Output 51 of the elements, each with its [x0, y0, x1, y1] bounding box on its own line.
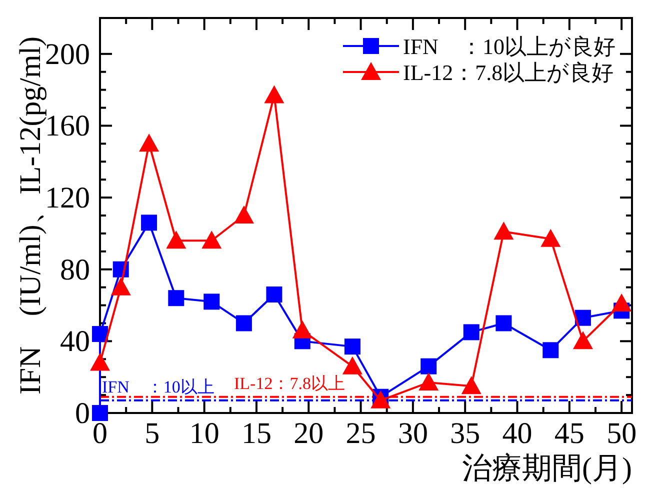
point: [344, 338, 360, 355]
y-axis-title: IFN (IU/ml)、IL-12(pg/ml): [14, 36, 47, 395]
point: [542, 342, 559, 358]
y-tick-label: 160: [45, 110, 90, 143]
ref-line-label: IL-12：7.8以上: [234, 374, 345, 393]
point: [420, 358, 437, 374]
x-tick-label: 30: [398, 417, 428, 450]
x-tick-label: 40: [502, 417, 532, 450]
x-tick-label: 10: [189, 417, 220, 450]
point: [461, 376, 482, 394]
ref-line-label: IFN ：10以上: [102, 377, 214, 396]
point: [496, 315, 512, 332]
y-tick-label: 40: [60, 325, 90, 358]
point: [342, 356, 362, 374]
point: [236, 315, 252, 332]
point: [370, 390, 391, 408]
point: [418, 372, 439, 390]
point: [572, 331, 593, 350]
point: [202, 230, 222, 249]
y-tick-label: 0: [75, 397, 90, 430]
y-tick-label: 120: [45, 182, 90, 215]
point: [234, 206, 254, 224]
x-tick-label: 25: [346, 417, 376, 450]
point: [463, 324, 480, 340]
x-tick-label: 50: [606, 417, 637, 450]
point: [494, 222, 514, 240]
point: [264, 85, 284, 104]
x-tick-label: 45: [554, 417, 584, 450]
point: [92, 405, 108, 421]
point: [166, 230, 186, 249]
y-tick-label: 200: [45, 38, 90, 71]
x-tick-label: 5: [144, 417, 160, 450]
x-axis-title: 治療期間(月): [462, 452, 632, 485]
point: [110, 277, 131, 296]
y-tick-label: 80: [60, 253, 90, 286]
point: [266, 286, 282, 302]
legend-label: IL-12：7.8以上が良好: [403, 60, 614, 85]
point: [139, 134, 160, 152]
point: [90, 352, 110, 371]
point: [168, 290, 184, 306]
point: [292, 320, 312, 338]
point: [92, 326, 108, 342]
point: [141, 214, 158, 231]
point: [204, 294, 220, 310]
legend-label: IFN ：10以上が良好: [403, 34, 616, 59]
x-tick-label: 15: [241, 417, 272, 450]
x-tick-label: 20: [294, 417, 324, 450]
point: [612, 293, 632, 312]
point: [574, 310, 591, 326]
point: [540, 228, 561, 247]
x-tick-label: 35: [450, 417, 480, 450]
